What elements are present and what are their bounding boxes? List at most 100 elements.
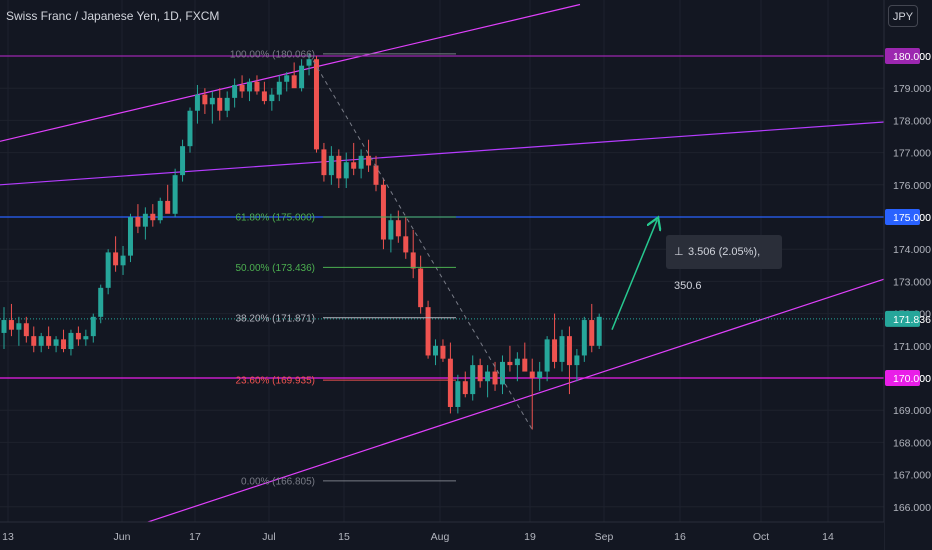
price-tick-label: 168.000	[893, 437, 931, 449]
candle-body	[261, 91, 267, 102]
candle-body	[276, 81, 282, 95]
price-label-1: 175.000	[893, 212, 931, 224]
candle-body	[388, 220, 394, 240]
candle-body	[83, 336, 89, 340]
price-tick-label: 177.000	[893, 148, 931, 160]
price-axis[interactable]: 166.000 167.000 168.000 169.000 170.000 171.0…	[883, 0, 932, 550]
fib-retracement[interactable]: 100.00% (180.066) 61.80% (175.000) 50.00% …	[230, 49, 533, 487]
candle-body	[127, 217, 133, 256]
candle-body	[336, 155, 342, 179]
price-label-0: 180.000	[893, 51, 931, 63]
measure-tooltip: ⊥ 3.506 (2.05%), 350.6	[666, 235, 782, 292]
candle-body	[522, 358, 528, 372]
candle-body	[284, 75, 290, 82]
candle-body	[247, 81, 253, 92]
candles-layer	[1, 53, 602, 430]
candle-body	[581, 320, 587, 356]
candle-body	[470, 365, 476, 395]
candle-body	[209, 97, 215, 105]
candle-body	[492, 371, 498, 385]
candle-body	[194, 94, 200, 111]
time-tick-label: 19	[524, 531, 536, 543]
candle-body	[544, 339, 550, 372]
candle-body	[440, 345, 446, 359]
candle-body	[351, 162, 357, 169]
candle-body	[447, 358, 453, 407]
time-tick-label: 16	[674, 531, 686, 543]
candle-body	[455, 381, 461, 407]
chart-title: Swiss Franc / Japanese Yen, 1D, FXCM	[6, 9, 220, 23]
price-label-3: 170.000	[893, 373, 931, 385]
candle-body	[514, 358, 520, 366]
candle-body	[1, 320, 7, 333]
candle-body	[499, 361, 505, 385]
price-label-bg-3	[885, 370, 920, 386]
price-label-bg-0	[885, 48, 920, 64]
candle-body	[187, 110, 193, 147]
price-tick-label: 173.000	[893, 276, 931, 288]
candle-body	[291, 75, 297, 89]
candle-body	[61, 339, 67, 350]
price-tick-label: 178.000	[893, 115, 931, 127]
time-tick-label: 17	[189, 531, 201, 543]
channel-upper-line	[0, 3, 581, 142]
time-tick-label: 14	[822, 531, 834, 543]
price-tick-label: 174.000	[893, 244, 931, 256]
time-axis[interactable]: 13 Jun 17 Jul 15 Aug 19 Sep 16 Oct 14	[0, 521, 884, 550]
candle-body	[217, 97, 223, 111]
price-tick-label: 179.000	[893, 83, 931, 95]
channel-mid-line	[0, 121, 885, 186]
candle-body	[380, 184, 386, 240]
candle-body	[172, 175, 178, 214]
candle-body	[232, 84, 238, 98]
candle-body	[433, 345, 439, 356]
candle-body	[142, 213, 148, 227]
candle-body	[559, 336, 565, 362]
time-tick-label: 13	[2, 531, 14, 543]
time-axis-bg	[0, 522, 884, 550]
time-tick-label: 15	[338, 531, 350, 543]
candle-body	[358, 155, 364, 169]
time-tick-label: Sep	[595, 531, 614, 543]
price-tick-label: 166.000	[893, 502, 931, 514]
candle-body	[31, 336, 37, 346]
candle-body	[269, 94, 275, 102]
candle-body	[75, 332, 81, 340]
price-label-bg-2	[885, 310, 920, 327]
candle-body	[321, 149, 327, 176]
candle-body	[254, 81, 260, 92]
candle-body	[373, 165, 379, 185]
price-axis-bg	[884, 0, 932, 550]
candle-body	[113, 252, 119, 266]
measure-icon: ⊥	[674, 246, 684, 258]
fib-level-label-0: 100.00% (180.066)	[230, 49, 315, 60]
price-tick-label: 167.000	[893, 470, 931, 482]
candle-body	[157, 200, 163, 221]
candle-body	[366, 155, 372, 166]
candle-body	[299, 65, 305, 89]
candle-body	[165, 200, 171, 214]
candle-body	[120, 255, 126, 266]
candle-body	[410, 252, 416, 269]
candle-body	[23, 323, 29, 337]
candle-body	[306, 59, 312, 66]
time-tick-label: Jul	[262, 531, 275, 543]
candle-body	[239, 84, 245, 92]
candle-body	[552, 339, 558, 362]
price-tick-label: 171.000	[893, 341, 931, 353]
candle-body	[313, 59, 319, 150]
candle-body	[537, 371, 543, 378]
currency-button[interactable]: JPY	[888, 5, 918, 27]
candle-body	[574, 355, 580, 366]
fib-trend-line	[308, 53, 533, 430]
candle-body	[462, 381, 468, 395]
candle-body	[53, 339, 59, 346]
candle-body	[105, 252, 111, 288]
candle-body	[68, 332, 74, 350]
fib-level-label-3: 38.20% (171.871)	[235, 313, 315, 324]
candle-body	[150, 213, 156, 221]
candle-body	[16, 323, 22, 330]
time-tick-label: Aug	[431, 531, 450, 543]
candle-body	[485, 371, 491, 382]
